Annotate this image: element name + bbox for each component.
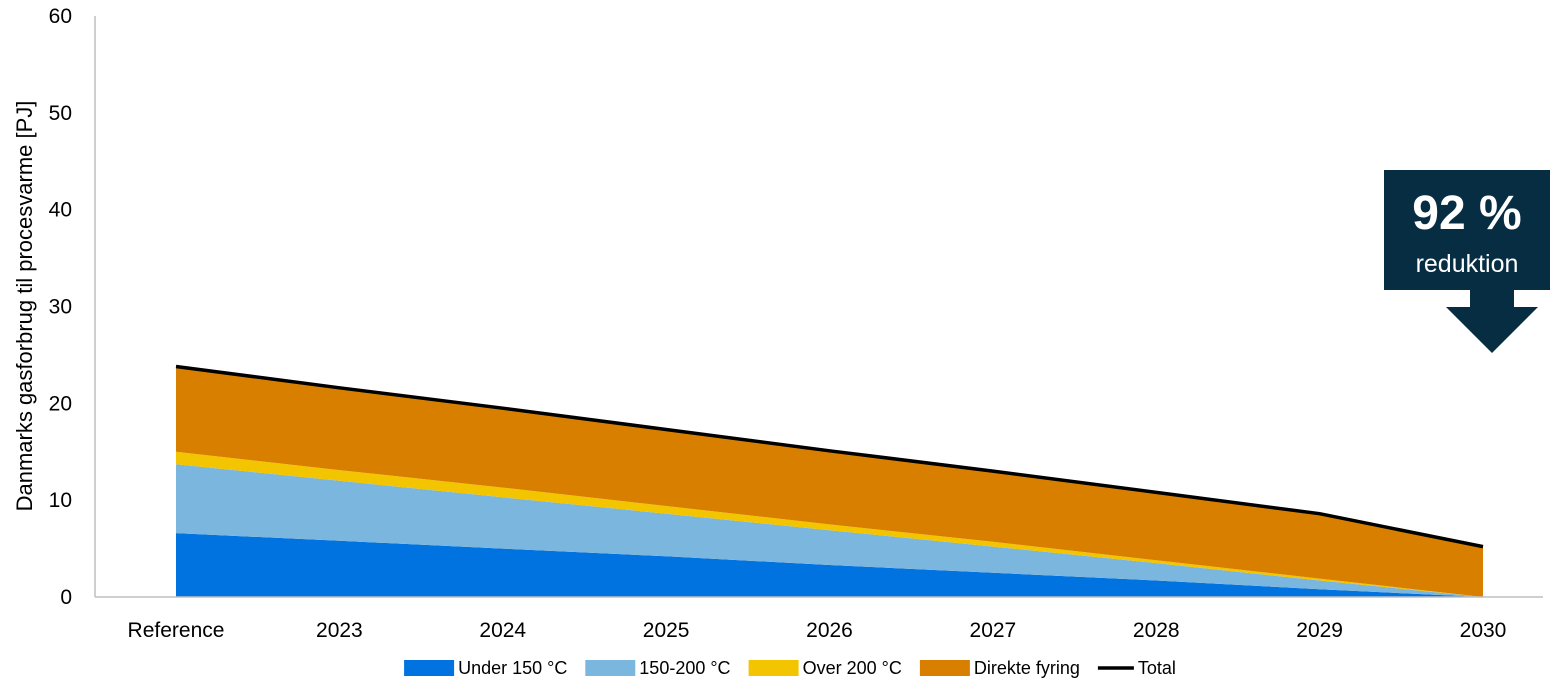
legend-item: Under 150 °C — [404, 658, 567, 678]
y-tick-label: 20 — [49, 392, 72, 415]
x-tick-label: 2029 — [1296, 619, 1343, 642]
y-tick-label: 30 — [49, 296, 72, 319]
legend-item: Over 200 °C — [748, 658, 902, 678]
area-direkte-fyring — [176, 366, 1483, 597]
legend: Under 150 °C 150-200 °C Over 200 °C Direkte… — [404, 658, 1176, 678]
callout-label: reduktion — [1416, 250, 1519, 278]
area-150-200-c — [176, 464, 1483, 597]
legend-label: Under 150 °C — [458, 658, 567, 678]
legend-swatch — [748, 660, 799, 676]
x-tick-label: 2028 — [1133, 619, 1180, 642]
legend-swatch — [585, 660, 636, 676]
callout-percent: 92 % — [1412, 187, 1521, 240]
y-tick-label: 0 — [60, 586, 72, 609]
legend-item: Direkte fyring — [919, 658, 1080, 678]
series-line-total — [175, 364, 1484, 549]
x-tick-label: 2030 — [1460, 619, 1507, 642]
x-tick-label: 2027 — [970, 619, 1017, 642]
legend-item: Total — [1097, 658, 1176, 678]
legend-swatch — [404, 660, 455, 676]
legend-item: 150-200 °C — [585, 658, 731, 678]
stacked-areas — [176, 366, 1483, 597]
x-tick-label: 2024 — [479, 619, 526, 642]
y-tick-label: 60 — [49, 5, 72, 28]
x-tick-label: 2026 — [806, 619, 853, 642]
x-tick-labels: Reference 2023 2024 2025 2026 2027 2028 2029 203… — [128, 619, 1507, 642]
area-under-150-c — [176, 533, 1483, 597]
x-tick-label: 2023 — [316, 619, 363, 642]
y-axis-label: Danmarks gasforbrug til procesvarme [PJ] — [12, 101, 37, 512]
legend-label: Over 200 °C — [803, 658, 902, 678]
legend-label: 150-200 °C — [639, 658, 730, 678]
callout-arrow-shape — [1384, 170, 1550, 353]
x-tick-label: 2025 — [643, 619, 690, 642]
legend-label: Direkte fyring — [974, 658, 1080, 678]
y-tick-label: 10 — [49, 489, 72, 512]
x-tick-label: Reference — [128, 619, 225, 642]
y-tick-label: 50 — [49, 102, 72, 125]
y-tick-label: 40 — [49, 199, 72, 222]
reduction-callout: 92 % reduktion — [1384, 170, 1550, 353]
legend-swatch — [919, 660, 970, 676]
y-tick-labels: 0 10 20 30 40 50 60 — [49, 5, 72, 609]
total-line-layer — [175, 364, 1484, 549]
legend-label: Total — [1138, 658, 1176, 678]
